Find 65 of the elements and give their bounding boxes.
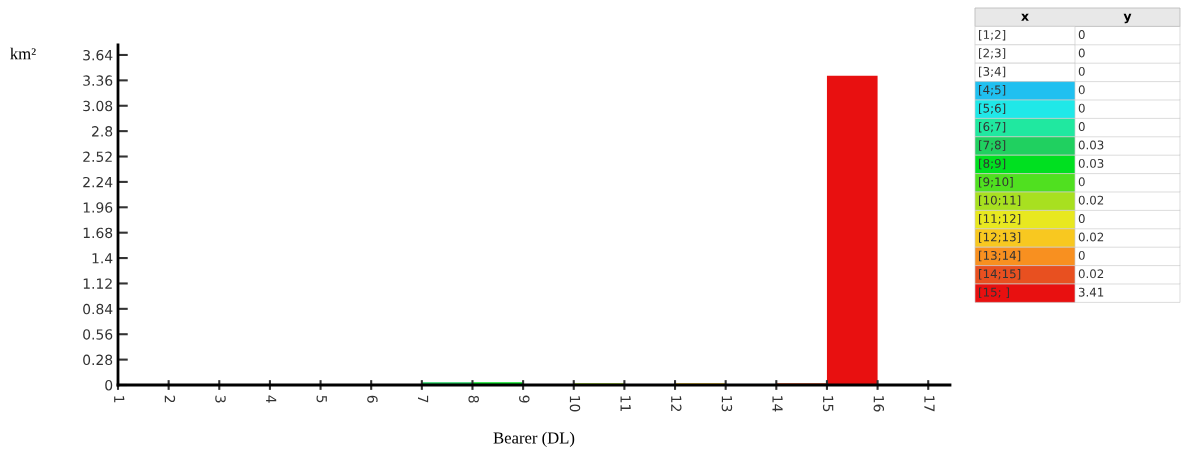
y-tick-label: 0.28 — [83, 354, 113, 366]
y-axis-title: km² — [10, 47, 36, 60]
y-tick-label: 0.84 — [83, 303, 113, 315]
data-label: 3.41 — [1078, 287, 1104, 297]
category-label: [6;7] — [979, 121, 1006, 133]
data-label: 0.02 — [1078, 195, 1104, 205]
category-label: [10;11] — [979, 195, 1021, 207]
x-tick-label: 1 — [114, 396, 125, 403]
data-label: 0 — [1078, 177, 1085, 187]
category-label: [7;8] — [979, 140, 1006, 151]
x-tick-label: 11 — [620, 396, 631, 412]
text: x — [1021, 13, 1029, 21]
y-tick-label: 1.4 — [92, 253, 113, 264]
x-tick-label: 2 — [164, 395, 176, 403]
y-tick-label: 1.68 — [83, 227, 113, 239]
data-label: 0.02 — [1078, 269, 1104, 279]
category-label: [2;3] — [979, 48, 1006, 59]
category-label: [9;10] — [979, 177, 1013, 188]
data-label: 0 — [1078, 103, 1085, 113]
data-label: 0 — [1078, 122, 1085, 132]
data-label: 0 — [1078, 30, 1085, 40]
y-tick-label: 2.8 — [92, 126, 113, 137]
x-tick-label: 16 — [873, 396, 885, 412]
y-tick-label: 0 — [105, 379, 113, 391]
category-label: [1;2] — [979, 29, 1006, 41]
x-tick-label: 14 — [772, 396, 783, 412]
category-label: [8;9] — [979, 158, 1006, 170]
x-tick-label: 6 — [367, 395, 378, 403]
x-tick-label: 17 — [924, 396, 935, 412]
x-tick-label: 3 — [215, 395, 226, 403]
x-tick-label: 9 — [519, 395, 530, 403]
x-tick-label: 13 — [721, 396, 733, 412]
data-label: 0.03 — [1078, 140, 1104, 150]
data-label: 0 — [1078, 214, 1085, 224]
category-label: [11;12] — [979, 213, 1021, 225]
y-tick-label: 3.36 — [83, 75, 113, 86]
y-tick-label: 1.96 — [83, 202, 113, 213]
data-label: 0 — [1078, 48, 1085, 58]
x-tick-label: 7 — [418, 395, 429, 403]
x-tick-label: 4 — [266, 395, 277, 403]
category-label: [3;4] — [979, 66, 1006, 78]
data-label: 0 — [1078, 250, 1085, 260]
category-label: [14;15] — [979, 269, 1021, 280]
category-label: [13;14] — [979, 250, 1021, 262]
text: y — [1123, 13, 1132, 24]
y-tick-label: 1.12 — [83, 278, 112, 289]
x-tick-label: 15 — [822, 396, 834, 412]
category-label: [12;13] — [979, 232, 1021, 243]
data-label: 0.02 — [1078, 232, 1104, 242]
y-tick-label: 2.52 — [83, 151, 112, 162]
category-label: [15; ] — [979, 287, 1009, 299]
x-tick-label: 10 — [569, 396, 581, 412]
y-tick-label: 0.56 — [83, 329, 113, 340]
data-label: 0.03 — [1078, 158, 1104, 168]
y-tick-label: 3.64 — [83, 49, 113, 61]
y-tick-label: 3.08 — [83, 100, 113, 112]
x-tick-label: 12 — [671, 396, 682, 411]
x-axis-title: Bearer (DL) — [493, 431, 575, 447]
data-label: 0 — [1078, 85, 1085, 95]
category-label: [4;5] — [979, 85, 1006, 96]
data-label: 0 — [1078, 66, 1085, 76]
y-tick-label: 2.24 — [83, 176, 113, 188]
x-tick-label: 5 — [316, 395, 327, 403]
category-label: [5;6] — [979, 103, 1006, 115]
x-tick-label: 8 — [468, 395, 479, 403]
